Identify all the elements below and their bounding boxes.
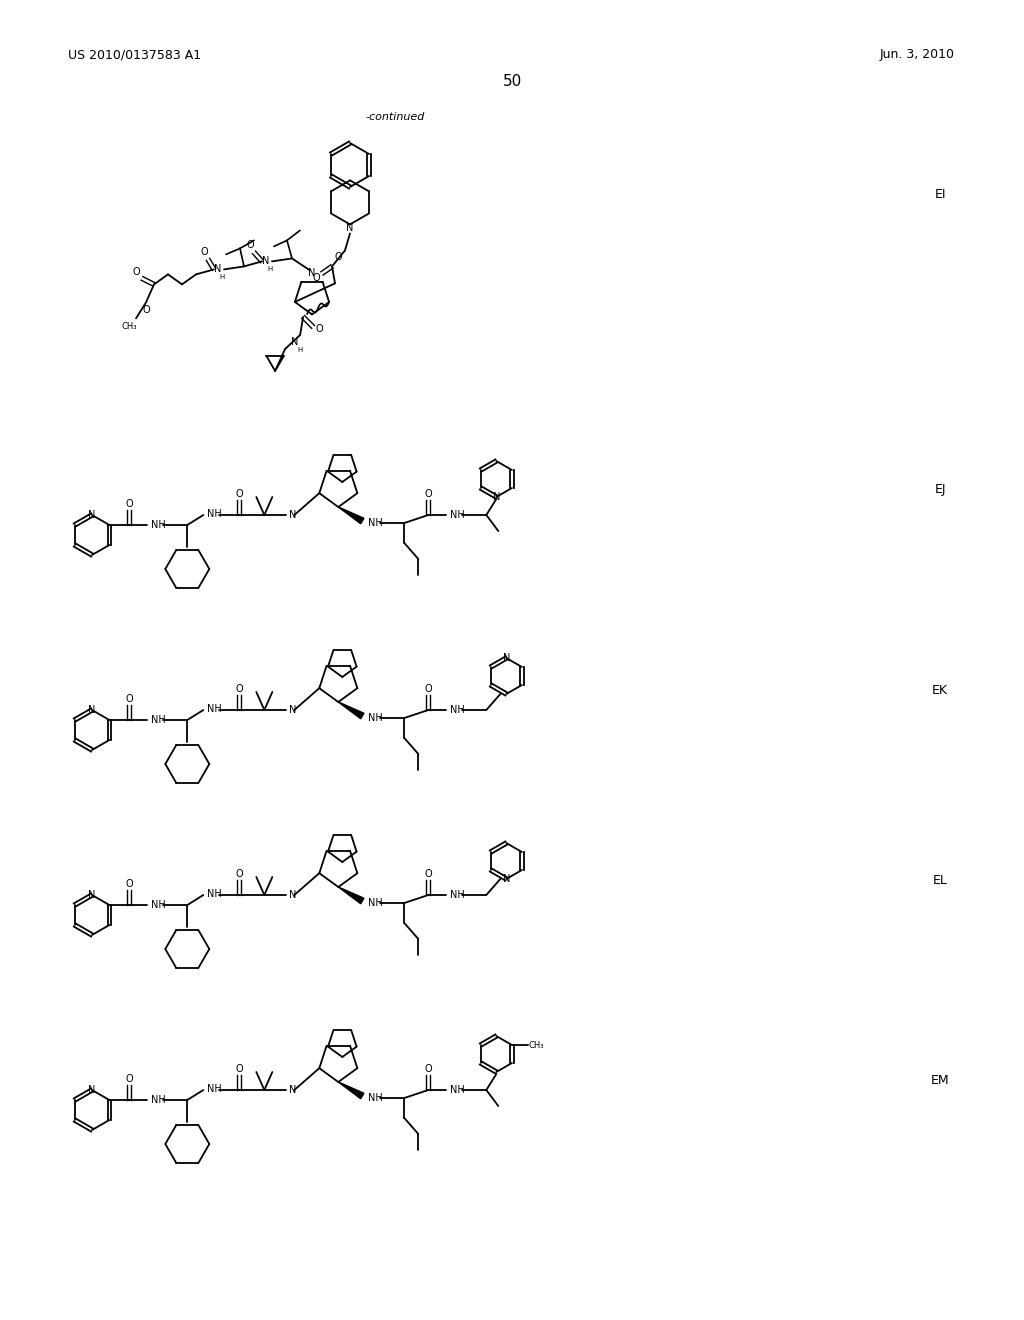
Text: N: N — [308, 268, 315, 279]
Text: N: N — [290, 510, 297, 520]
Text: O: O — [126, 694, 133, 704]
Text: NH: NH — [207, 1084, 222, 1094]
Text: N: N — [214, 264, 221, 275]
Text: EK: EK — [932, 684, 948, 697]
Text: O: O — [126, 879, 133, 888]
Text: N: N — [503, 653, 510, 663]
Text: O: O — [425, 1064, 432, 1074]
Text: NH: NH — [369, 898, 383, 908]
Text: N: N — [88, 705, 95, 715]
Text: N: N — [503, 874, 510, 884]
Polygon shape — [338, 507, 364, 524]
Text: O: O — [236, 684, 243, 694]
Text: CH₃: CH₃ — [121, 322, 137, 331]
Text: CH₃: CH₃ — [528, 1040, 544, 1049]
Text: N: N — [290, 890, 297, 900]
Text: NH: NH — [152, 900, 166, 909]
Text: NH: NH — [369, 517, 383, 528]
Text: H: H — [267, 267, 272, 272]
Text: EL: EL — [933, 874, 947, 887]
Text: NH: NH — [152, 520, 166, 531]
Text: O: O — [236, 869, 243, 879]
Text: NH: NH — [369, 1093, 383, 1104]
Text: NH: NH — [451, 705, 465, 715]
Text: O: O — [200, 247, 208, 257]
Text: N: N — [88, 890, 95, 900]
Text: N: N — [292, 337, 299, 347]
Text: NH: NH — [451, 1085, 465, 1096]
Text: O: O — [246, 240, 254, 251]
Text: N: N — [261, 256, 269, 267]
Text: O: O — [425, 488, 432, 499]
Polygon shape — [338, 887, 364, 904]
Text: 50: 50 — [503, 74, 521, 88]
Text: O: O — [425, 869, 432, 879]
Text: N: N — [88, 510, 95, 520]
Text: EI: EI — [934, 189, 946, 202]
Text: O: O — [126, 1074, 133, 1084]
Text: O: O — [132, 268, 140, 277]
Text: O: O — [425, 684, 432, 694]
Text: O: O — [315, 323, 323, 334]
Text: O: O — [236, 488, 243, 499]
Polygon shape — [338, 702, 364, 719]
Text: N: N — [290, 705, 297, 715]
Text: H: H — [219, 275, 224, 280]
Text: H: H — [298, 347, 303, 352]
Text: NH: NH — [207, 888, 222, 899]
Text: N: N — [88, 1085, 95, 1096]
Text: NH: NH — [207, 510, 222, 519]
Text: -continued: -continued — [366, 112, 425, 121]
Text: NH: NH — [451, 510, 465, 520]
Text: O: O — [236, 1064, 243, 1074]
Text: NH: NH — [369, 713, 383, 723]
Text: O: O — [142, 305, 150, 315]
Text: O: O — [334, 252, 342, 263]
Text: EJ: EJ — [934, 483, 946, 496]
Text: NH: NH — [152, 715, 166, 725]
Polygon shape — [338, 1082, 364, 1098]
Text: NH: NH — [451, 890, 465, 900]
Text: US 2010/0137583 A1: US 2010/0137583 A1 — [68, 48, 201, 61]
Text: NH: NH — [152, 1096, 166, 1105]
Text: O: O — [126, 499, 133, 510]
Text: EM: EM — [931, 1073, 949, 1086]
Text: NH: NH — [207, 704, 222, 714]
Text: N: N — [290, 1085, 297, 1096]
Text: O: O — [312, 273, 319, 284]
Text: N: N — [493, 492, 500, 502]
Text: N: N — [346, 223, 353, 234]
Text: Jun. 3, 2010: Jun. 3, 2010 — [880, 48, 955, 61]
